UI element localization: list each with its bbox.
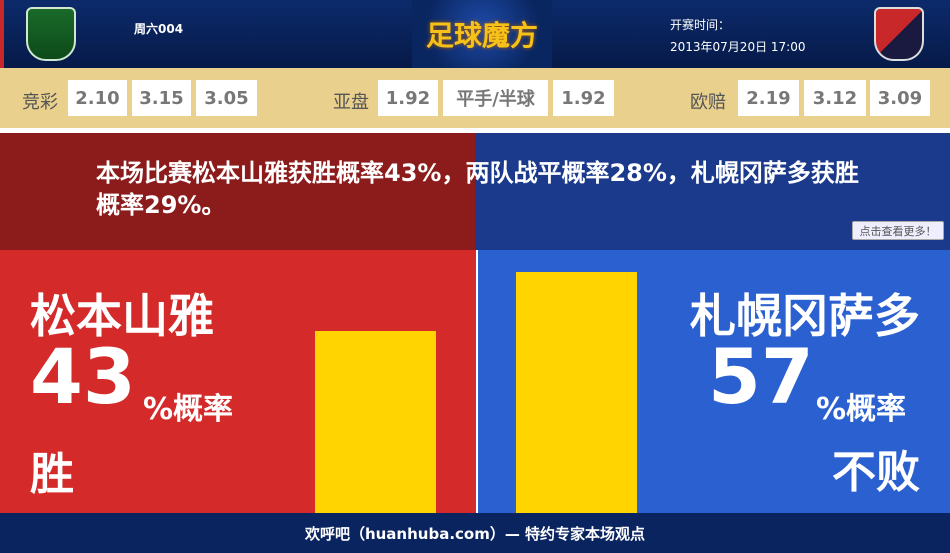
away-team-crest bbox=[874, 7, 924, 61]
away-percent-unit: %概率 bbox=[816, 392, 907, 427]
kickoff-time: 2013年07月20日 17:00 bbox=[670, 40, 806, 54]
away-panel: 札幌冈萨多 57 %概率 不败 bbox=[478, 250, 950, 513]
away-probability-bar bbox=[516, 272, 637, 513]
prediction-summary: 本场比赛松本山雅获胜概率43%，两队战平概率28%，札幌冈萨多获胜概率29%。 bbox=[96, 159, 859, 219]
jingcai-odd: 3.15 bbox=[132, 80, 191, 116]
asian-odd: 1.92 bbox=[378, 80, 438, 116]
kickoff-label: 开赛时间： bbox=[670, 18, 731, 32]
asian-handicap: 平手/半球 bbox=[443, 80, 548, 116]
home-outcome: 胜 bbox=[30, 449, 74, 500]
away-percent: 57 bbox=[708, 332, 814, 421]
home-probability-bar bbox=[315, 331, 436, 513]
home-team-crest bbox=[26, 7, 76, 61]
home-percent: 43 bbox=[30, 332, 136, 421]
jingcai-odd: 2.10 bbox=[68, 80, 127, 116]
asian-label: 亚盘 bbox=[333, 92, 369, 113]
match-number: 周六004 bbox=[134, 22, 184, 36]
euro-label: 欧赔 bbox=[690, 92, 726, 113]
app-logo: 足球魔方 bbox=[412, 0, 552, 68]
asian-odd: 1.92 bbox=[553, 80, 614, 116]
jingcai-label: 竞彩 bbox=[22, 92, 58, 113]
header: 周六004 足球魔方 开赛时间： 2013年07月20日 17:00 bbox=[0, 0, 950, 68]
euro-odd: 3.12 bbox=[804, 80, 866, 116]
odds-bar: 竞彩 2.10 3.15 3.05 亚盘 1.92 平手/半球 1.92 欧赔 … bbox=[0, 68, 950, 128]
away-outcome: 不败 bbox=[832, 447, 920, 498]
home-percent-unit: %概率 bbox=[143, 392, 234, 427]
banner-left bbox=[0, 133, 475, 250]
away-team-name: 札幌冈萨多 bbox=[690, 289, 920, 343]
jingcai-odd: 3.05 bbox=[196, 80, 257, 116]
footer: 欢呼吧（huanhuba.com）— 特约专家本场观点 bbox=[0, 513, 950, 553]
home-panel: 松本山雅 43 %概率 胜 bbox=[0, 250, 476, 513]
euro-odd: 3.09 bbox=[870, 80, 930, 116]
home-team-name: 松本山雅 bbox=[30, 289, 214, 343]
euro-odd: 2.19 bbox=[738, 80, 799, 116]
more-button[interactable]: 点击查看更多！ bbox=[852, 221, 944, 240]
